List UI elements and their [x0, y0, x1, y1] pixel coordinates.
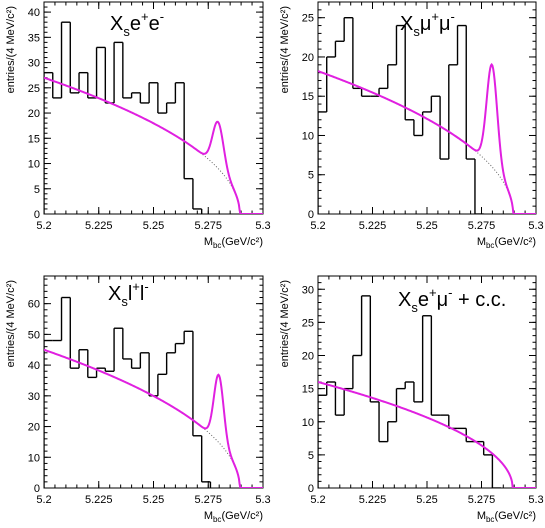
y-tick-label: 15 [28, 133, 40, 145]
y-tick-label: 40 [28, 360, 40, 372]
fit-curve [44, 76, 263, 214]
x-tick-label: 5.275 [468, 494, 496, 506]
histogram [44, 21, 203, 214]
x-tick-label: 5.3 [255, 494, 270, 506]
y-axis-label: entries/(4 MeV/c²) [279, 6, 291, 93]
y-tick-label: 35 [28, 32, 40, 44]
panel-1: 0 5 10 15 20 25 30 35 40 5.2 5.225 5.25 5.275 5.3 entr… [5, 1, 271, 250]
y-tick-label: 40 [28, 7, 40, 19]
y-tick-label: 10 [28, 159, 40, 171]
y-tick-label: 0 [34, 209, 40, 221]
x-tick-label: 5.2 [310, 220, 325, 232]
y-axis-label: entries/(4 MeV/c²) [279, 280, 291, 367]
y-tick-label: 10 [302, 130, 314, 142]
y-tick-label: 25 [302, 13, 314, 25]
x-tick-label: 5.275 [194, 220, 222, 232]
y-tick-label: 5 [308, 170, 314, 182]
panel-title: Xse+μ- + c.c. [398, 285, 506, 315]
panel-4: 0 5 10 15 20 25 30 5.2 5.225 5.25 5.275 5.3 entries/… [279, 275, 544, 524]
x-tick-label: 5.25 [143, 494, 164, 506]
x-tick-label: 5.25 [143, 220, 164, 232]
y-tick-label: 25 [28, 83, 40, 95]
y-tick-label: 0 [308, 483, 314, 495]
y-tick-label: 15 [302, 384, 314, 396]
y-tick-label: 15 [302, 91, 314, 103]
y-tick-label: 5 [34, 184, 40, 196]
histogram [318, 295, 502, 488]
fit-curve [44, 348, 263, 488]
y-tick-label: 0 [34, 483, 40, 495]
fit-curve [318, 381, 536, 488]
panel-2: 0 5 10 15 20 25 5.2 5.225 5.25 5.275 5.3 entries/(4… [279, 1, 544, 250]
y-tick-label: 50 [28, 329, 40, 341]
x-tick-label: 5.3 [528, 220, 543, 232]
y-tick-label: 20 [28, 108, 40, 120]
y-axis-label: entries/(4 MeV/c²) [5, 6, 17, 93]
x-tick-label: 5.2 [310, 494, 325, 506]
x-axis-label: Mbc(GeV/c²) [204, 510, 263, 524]
x-tick-label: 5.25 [416, 494, 437, 506]
y-axis-label: entries/(4 MeV/c²) [5, 280, 17, 367]
x-tick-label: 5.225 [85, 494, 113, 506]
background-curve [318, 70, 536, 214]
panel-title: Xse+e- [110, 9, 164, 39]
panel-title: Xsμ+μ- [400, 9, 455, 39]
x-tick-label: 5.2 [36, 494, 51, 506]
x-tick-label: 5.2 [36, 220, 51, 232]
x-tick-label: 5.3 [528, 494, 543, 506]
y-tick-label: 5 [308, 450, 314, 462]
y-tick-label: 20 [28, 422, 40, 434]
x-tick-label: 5.225 [359, 220, 387, 232]
histogram [318, 17, 484, 214]
histogram [44, 296, 212, 488]
y-tick-label: 10 [28, 452, 40, 464]
background-curve [44, 349, 263, 488]
background-curve [44, 77, 263, 214]
fit-curve [318, 62, 536, 214]
x-tick-label: 5.225 [359, 494, 387, 506]
x-tick-label: 5.275 [468, 220, 496, 232]
y-tick-label: 20 [302, 351, 314, 363]
y-tick-label: 30 [28, 58, 40, 70]
x-axis-label: Mbc(GeV/c²) [477, 510, 536, 524]
y-tick-label: 30 [28, 391, 40, 403]
panel-3: 0 10 20 30 40 50 60 5.2 5.225 5.25 5.275 5.3 entries… [5, 275, 271, 524]
y-tick-label: 20 [302, 52, 314, 64]
x-tick-label: 5.225 [85, 220, 113, 232]
x-tick-label: 5.275 [194, 494, 222, 506]
y-tick-label: 30 [302, 284, 314, 296]
panel-title: Xsl+l- [108, 279, 149, 309]
y-tick-label: 0 [308, 209, 314, 221]
y-tick-label: 60 [28, 299, 40, 311]
x-axis-label: Mbc(GeV/c²) [204, 236, 263, 250]
x-tick-label: 5.25 [416, 220, 437, 232]
x-tick-label: 5.3 [255, 220, 270, 232]
y-tick-label: 25 [302, 317, 314, 329]
y-tick-label: 10 [302, 417, 314, 429]
x-axis-label: Mbc(GeV/c²) [477, 236, 536, 250]
